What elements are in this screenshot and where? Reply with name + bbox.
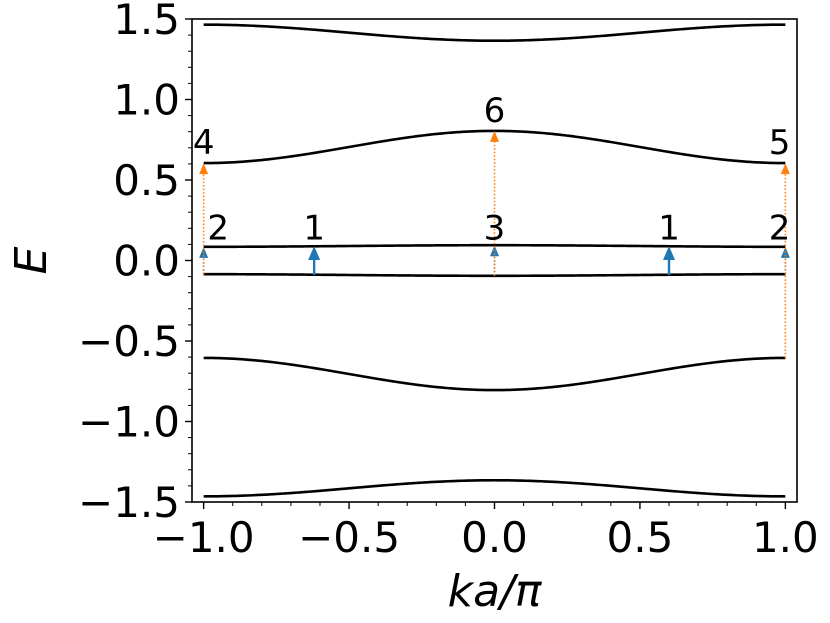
band-line-1 <box>203 23 786 43</box>
transitions-layer <box>199 130 790 358</box>
x-tick-label-4: 0.5 <box>607 513 674 562</box>
annotation-label-5: 1 <box>303 209 325 249</box>
y-tick-label-1: 1.5 <box>113 0 180 44</box>
transition-arrow-head-8 <box>780 163 790 175</box>
ticks-layer: −1.0 −0.5 0.0 0.5 1.01.51.00.50.0−0.5−1.0−1.… <box>78 0 819 562</box>
band-line-2 <box>203 129 786 165</box>
x-tick-label-1: −1.0 <box>153 513 255 562</box>
annotation-label-4: 2 <box>207 209 229 249</box>
y-tick-label-6: −1.0 <box>78 398 180 447</box>
annotation-label-2: 6 <box>484 91 506 131</box>
annotation-label-7: 1 <box>658 209 680 249</box>
y-tick-label-2: 1.0 <box>113 76 180 125</box>
y-axis-title: E <box>6 246 57 274</box>
band-line-4 <box>203 272 786 278</box>
y-tick-label-4: 0.0 <box>113 237 180 286</box>
transition-arrow-head-7 <box>490 130 499 142</box>
x-tick-label-3: 0.0 <box>461 513 528 562</box>
band-line-6 <box>203 478 786 498</box>
x-tick-label-5: 1.0 <box>752 513 819 562</box>
transition-arrow-head-2 <box>663 246 676 261</box>
annotation-label-1: 4 <box>193 123 215 163</box>
annotation-label-3: 5 <box>769 123 791 163</box>
annotation-label-6: 3 <box>484 209 506 249</box>
transition-arrow-head-6 <box>199 163 209 175</box>
annotation-label-8: 2 <box>769 209 791 249</box>
transition-arrow-head-1 <box>308 246 321 261</box>
y-tick-label-3: 0.5 <box>113 156 180 205</box>
x-axis-title: ka/π <box>448 566 543 617</box>
band-line-5 <box>203 356 786 392</box>
x-tick-label-2: −0.5 <box>298 513 400 562</box>
y-tick-label-5: −0.5 <box>78 317 180 366</box>
annotations-layer: 4 6 5 2 1 3 1 2 <box>193 91 791 249</box>
y-tick-label-7: −1.5 <box>78 478 180 527</box>
